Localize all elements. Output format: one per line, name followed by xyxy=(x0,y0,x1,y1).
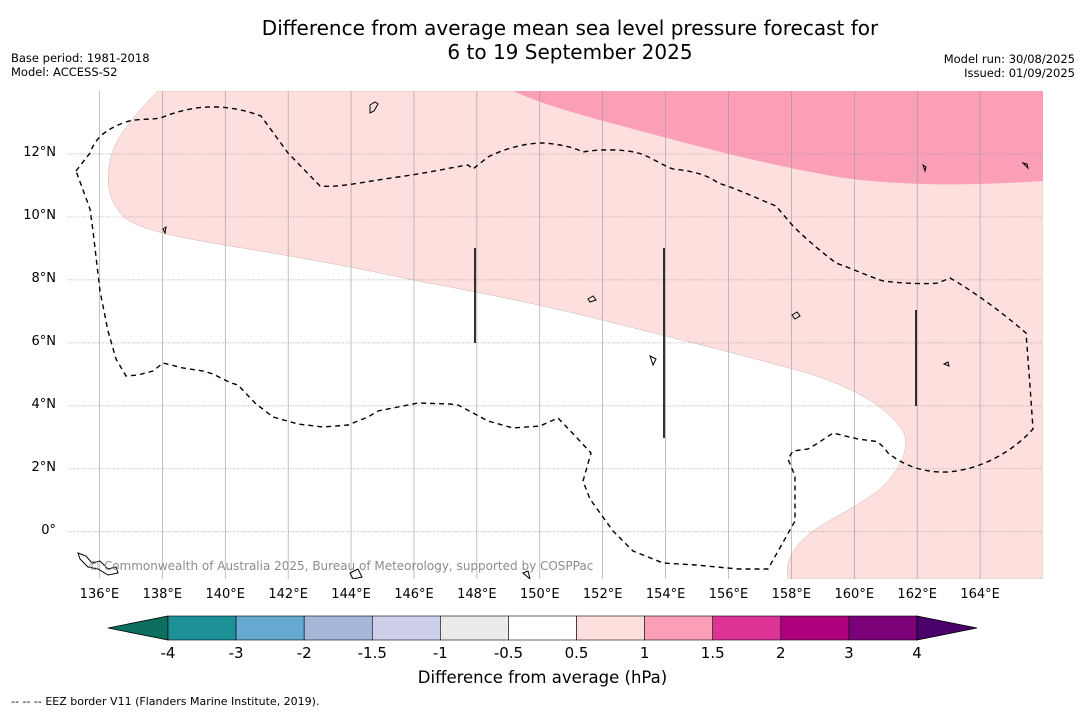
meta-left: Base period: 1981-2018 Model: ACCESS-S2 xyxy=(11,51,150,79)
longitude-tick-label: 142°E xyxy=(268,587,308,602)
island-outline xyxy=(649,355,657,367)
island-outline xyxy=(349,568,363,579)
longitude-tick-label: 158°E xyxy=(771,587,812,602)
colorbar-tick-label: -3 xyxy=(228,644,244,662)
colorbar-segment xyxy=(371,615,441,641)
anomaly-region-0-5-to-1 xyxy=(107,91,1043,579)
meta-right: Model run: 30/08/2025 Issued: 01/09/2025 xyxy=(944,52,1075,80)
latitude-tick-label: 0° xyxy=(41,522,56,538)
longitude-tick-label: 140°E xyxy=(205,587,246,602)
colorbar-title: Difference from average (hPa) xyxy=(417,668,668,687)
colorbar-segments xyxy=(167,615,918,641)
longitude-tick-label: 152°E xyxy=(582,587,623,602)
colorbar-segment xyxy=(780,615,850,641)
colorbar-segment xyxy=(848,615,918,641)
latitude-tick-label: 4°N xyxy=(31,396,57,412)
pressure-anomaly-map: © Commonwealth of Australia 2025, Bureau… xyxy=(68,91,1043,579)
island-outline xyxy=(162,225,167,235)
colorbar-segment xyxy=(440,615,509,641)
longitude-tick-label: 136°E xyxy=(79,587,120,602)
islands xyxy=(77,101,1029,579)
colorbar-tick-label: -0.5 xyxy=(493,644,524,662)
island-outline xyxy=(522,570,531,579)
colorbar-extend-low xyxy=(107,615,169,641)
longitude-tick-label: 148°E xyxy=(457,587,497,602)
longitude-tick-label: 138°E xyxy=(142,587,183,602)
island-outline xyxy=(942,361,950,367)
colorbar-tick-label: 4 xyxy=(912,644,922,662)
latitude-tick-label: 8°N xyxy=(31,270,57,286)
colorbar-tick-label: -1 xyxy=(432,644,448,662)
colorbar-segment xyxy=(712,615,782,641)
longitude-tick-label: 144°E xyxy=(331,587,371,602)
longitude-tick-label: 150°E xyxy=(520,587,560,602)
model-run: Model run: 30/08/2025 xyxy=(943,52,1075,66)
longitude-tick-label: 146°E xyxy=(394,587,434,602)
longitude-tick-label: 154°E xyxy=(645,587,686,602)
longitude-tick-label: 164°E xyxy=(960,587,1000,602)
colorbar xyxy=(107,615,978,641)
title-line-2: 6 to 19 September 2025 xyxy=(447,40,693,64)
colorbar-tick-label: 1 xyxy=(639,644,650,662)
issued-date: Issued: 01/09/2025 xyxy=(964,66,1075,80)
colorbar-segment xyxy=(303,615,373,641)
longitude-tick-label: 162°E xyxy=(897,587,937,602)
island-outline xyxy=(791,311,801,320)
colorbar-segment xyxy=(644,615,714,641)
colorbar-segment xyxy=(576,615,645,641)
island-outline xyxy=(369,101,379,114)
colorbar-segment xyxy=(235,615,305,641)
colorbar-tick-label: -1.5 xyxy=(357,644,387,662)
model-name: Model: ACCESS-S2 xyxy=(11,65,118,79)
latitude-tick-label: 12°N xyxy=(23,144,56,160)
colorbar-extend-high xyxy=(916,615,978,641)
colorbar-tick-label: 1.5 xyxy=(700,644,725,662)
island-outline xyxy=(1021,162,1029,170)
eez-border xyxy=(75,106,1034,570)
colorbar-tick-label: 2 xyxy=(776,644,786,662)
colorbar-segment xyxy=(167,615,237,641)
colorbar-segment xyxy=(508,615,577,641)
eez-legend-note: EEZ border V11 (Flanders Marine Institut… xyxy=(45,695,320,708)
copyright-text: © Commonwealth of Australia 2025, Bureau… xyxy=(88,559,593,573)
island-outline xyxy=(587,295,597,303)
base-period: Base period: 1981-2018 xyxy=(11,51,150,65)
colorbar-tick-label: 0.5 xyxy=(564,644,589,662)
island-outline xyxy=(77,552,119,576)
title-line-1: Difference from average mean sea level p… xyxy=(261,16,879,40)
anomaly-region-1-to-1-5 xyxy=(513,91,1043,185)
eez-legend-symbol: -- -- -- xyxy=(11,695,42,708)
colorbar-tick-label: -2 xyxy=(296,644,312,662)
latitude-tick-label: 10°N xyxy=(23,207,56,223)
latitude-tick-label: 6°N xyxy=(31,333,57,349)
longitude-tick-label: 156°E xyxy=(708,587,749,602)
island-outline xyxy=(922,163,927,173)
latitude-tick-label: 2°N xyxy=(31,459,57,475)
eez-legend: -- -- -- EEZ border V11 (Flanders Marine… xyxy=(11,695,319,708)
colorbar-tick-label: 3 xyxy=(844,644,854,662)
grid-lines xyxy=(68,91,1043,579)
longitude-tick-label: 160°E xyxy=(834,587,875,602)
colorbar-tick-label: -4 xyxy=(160,644,176,662)
map-title: Difference from average mean sea level p… xyxy=(0,16,1085,64)
